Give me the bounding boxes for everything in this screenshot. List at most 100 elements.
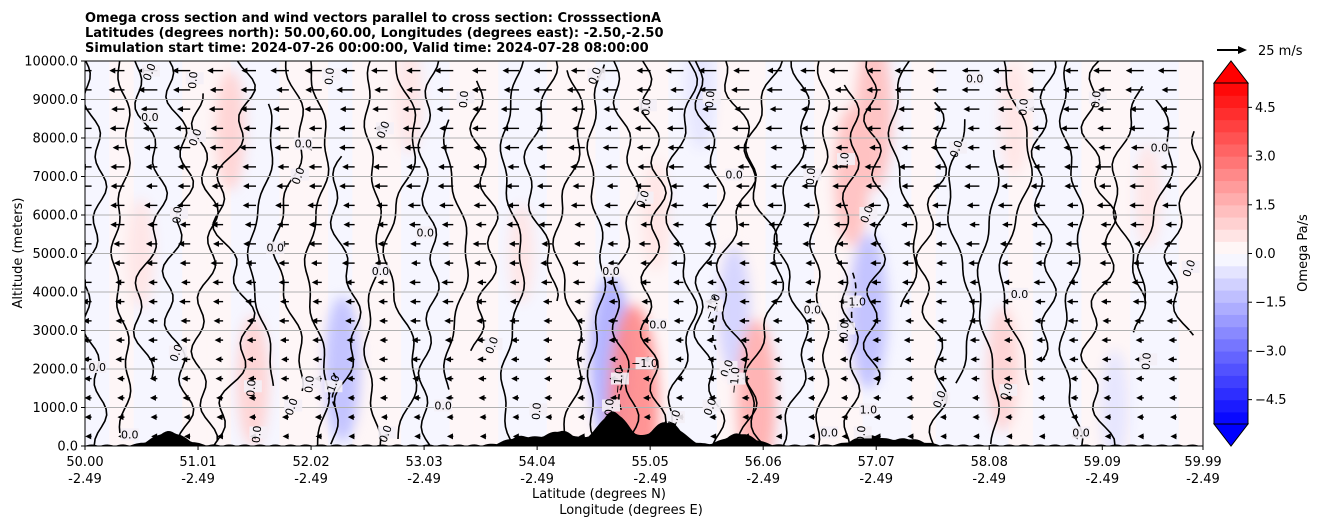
wind-vector-head (542, 337, 549, 344)
wind-vector (339, 106, 355, 113)
wind-vector (144, 202, 158, 209)
wind-vector-head (1067, 317, 1074, 324)
wind-vector (1035, 260, 1046, 267)
wind-vector-head (1006, 433, 1013, 440)
wind-vector-head (145, 163, 152, 170)
wind-vector (903, 298, 914, 305)
wind-vector (145, 163, 158, 170)
wind-vector-head (113, 240, 120, 247)
wind-vector-head (211, 183, 218, 190)
wind-vector (274, 144, 289, 151)
wind-vector-head (1060, 125, 1067, 132)
wind-vector-head (440, 144, 447, 151)
wind-vector (967, 144, 980, 151)
wind-vector (1103, 394, 1111, 401)
wind-vector-head (636, 144, 643, 151)
wind-vector (666, 125, 684, 132)
colorbar-segment (1214, 131, 1248, 145)
wind-vector (808, 414, 815, 421)
x-tick-label-lat: 57.07 (858, 455, 895, 470)
wind-vector-head (312, 337, 319, 344)
wind-vector (85, 433, 92, 440)
contour-label-bg (302, 376, 321, 389)
wind-vector-head (866, 67, 873, 74)
wind-vector-head (215, 375, 222, 382)
colorbar-label: Omega Pa/s (1296, 214, 1311, 292)
wind-vector-head (144, 202, 151, 209)
wind-vector-head (675, 337, 682, 344)
wind-vector (930, 144, 947, 151)
wind-vector (604, 202, 618, 209)
wind-vector (768, 221, 783, 228)
wind-vector (1099, 260, 1111, 267)
contour-label-bg (371, 264, 390, 277)
contour-label-bg (932, 391, 951, 404)
zero-contour (469, 80, 499, 352)
wind-vector (1132, 260, 1144, 267)
wind-vector (243, 183, 256, 190)
wind-vector-head (342, 163, 349, 170)
wind-vector-head (742, 414, 749, 421)
wind-vector-head (602, 86, 609, 93)
wind-vector (737, 163, 750, 170)
wind-vector (676, 375, 684, 382)
wind-vector-head (1062, 106, 1069, 113)
zero-contour (523, 61, 560, 302)
x-tick-label-lat: 59.09 (1084, 455, 1121, 470)
wind-vector (275, 202, 289, 209)
wind-vector-head (574, 240, 581, 247)
wind-vector-head (670, 260, 677, 267)
y-tick-label: 1000.0 (33, 401, 79, 416)
wind-vector (145, 240, 158, 247)
quiver-key-arrowhead (1238, 46, 1247, 54)
wind-vector (605, 125, 618, 132)
wind-vector (572, 183, 585, 190)
wind-vector (348, 433, 355, 440)
wind-vector (803, 202, 815, 209)
wind-vector (808, 433, 815, 440)
contour-label-bg (290, 168, 309, 181)
wind-vector-head (800, 67, 807, 74)
wind-vector-head (109, 125, 116, 132)
contour-label: 0.0 (294, 138, 312, 151)
wind-vector (701, 202, 717, 209)
wind-vector-head (270, 67, 277, 74)
wind-vector (837, 240, 848, 247)
wind-vector (733, 144, 750, 151)
wind-vector (841, 414, 848, 421)
wind-vector (374, 260, 388, 267)
colorbar-segment (1214, 350, 1248, 364)
wind-vector (270, 67, 289, 74)
wind-vector (838, 317, 848, 324)
contour-label-bg (1088, 91, 1107, 104)
wind-vector-head (837, 279, 844, 286)
wind-vector (806, 356, 815, 363)
wind-vector-head (739, 317, 746, 324)
wind-vector-head (873, 414, 880, 421)
wind-vector-head (735, 183, 742, 190)
wind-vector (800, 144, 815, 151)
wind-vector (767, 67, 783, 74)
wind-vector-head (766, 86, 773, 93)
wind-vector-head (438, 163, 445, 170)
wind-vector (476, 317, 487, 324)
wind-vector (1102, 317, 1111, 324)
wind-vector-head (110, 163, 117, 170)
wind-vector-head (805, 279, 812, 286)
wind-vector-head (211, 163, 218, 170)
wind-vector (1097, 106, 1111, 113)
y-axis: 0.01000.02000.03000.04000.05000.06000.07… (24, 55, 85, 455)
wind-vector-head (1001, 183, 1008, 190)
wind-vector (173, 144, 191, 151)
wind-vector (604, 221, 618, 228)
wind-vector-head (439, 125, 446, 132)
wind-vector-head (110, 221, 117, 228)
wind-vector-head (1103, 394, 1110, 401)
wind-vector (1037, 375, 1046, 382)
colorbar-segment (1214, 375, 1248, 389)
wind-vector-head (445, 375, 452, 382)
wind-vector (184, 433, 191, 440)
wind-vector (211, 221, 224, 228)
wind-vector-head (540, 279, 547, 286)
wind-vector-head (641, 298, 648, 305)
